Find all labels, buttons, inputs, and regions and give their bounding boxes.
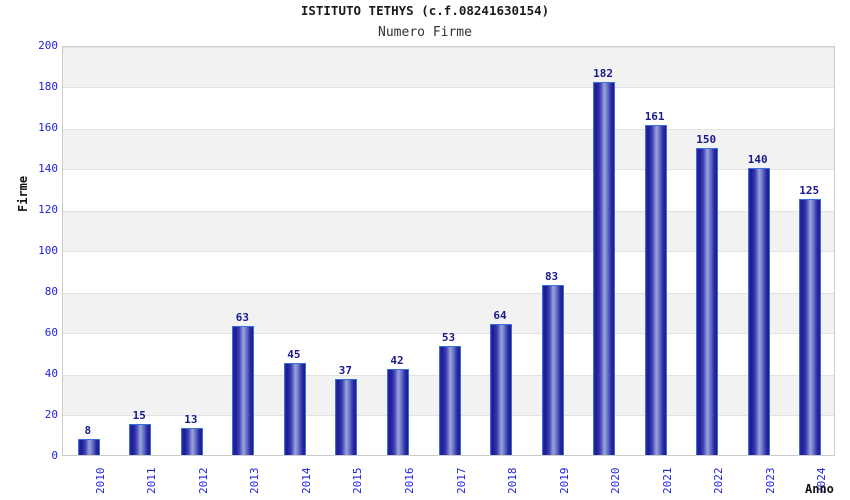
bar <box>232 325 255 455</box>
bar <box>593 81 616 455</box>
x-tick-label: 2014 <box>299 467 313 495</box>
bar-value-label: 63 <box>235 310 249 324</box>
y-tick-label: 200 <box>38 39 58 52</box>
y-tick-label: 20 <box>44 408 58 421</box>
y-tick-label: 80 <box>44 285 58 298</box>
bar <box>541 284 564 455</box>
x-tick-label: 2017 <box>454 467 468 495</box>
bar-value-label: 64 <box>493 308 507 322</box>
bar-value-label: 13 <box>184 413 198 427</box>
plot-area <box>62 46 835 456</box>
bar-value-label: 150 <box>696 132 717 146</box>
y-axis-title: Firme <box>16 175 30 212</box>
x-tick-label: 2021 <box>660 467 674 495</box>
bar <box>438 346 461 455</box>
y-tick-label: 180 <box>38 80 58 93</box>
bar-value-label: 8 <box>84 423 92 437</box>
bar-value-label: 140 <box>747 153 768 166</box>
bar-value-label: 161 <box>644 109 665 123</box>
bar <box>335 379 358 455</box>
bar <box>386 368 409 455</box>
x-tick-label: 2015 <box>351 467 365 495</box>
x-tick-label: 2016 <box>402 467 416 495</box>
bar-value-label: 182 <box>593 66 614 80</box>
bar <box>490 323 513 455</box>
bar-value-label: 37 <box>338 364 353 378</box>
x-tick-label: 2010 <box>93 467 107 495</box>
bar-value-label: 83 <box>544 269 559 283</box>
bar <box>77 438 100 455</box>
bar <box>747 168 770 455</box>
bar <box>799 198 822 455</box>
y-tick-label: 120 <box>38 203 58 216</box>
bar-value-label: 42 <box>390 353 404 367</box>
bar-value-label: 45 <box>287 347 301 361</box>
bar-value-label: 125 <box>799 183 820 197</box>
x-axis-title: Anno <box>805 482 834 496</box>
x-axis: 2010 2011 2012 2013 2014 2015 2016 2017 2018 2019… <box>62 458 835 500</box>
x-tick-label: 2019 <box>557 467 571 495</box>
bar <box>696 147 719 455</box>
x-tick-label: 2011 <box>145 467 159 495</box>
x-tick-label: 2020 <box>609 467 623 495</box>
bar-value-label: 15 <box>132 409 146 423</box>
bar <box>283 362 306 455</box>
y-tick-label: 100 <box>38 244 58 257</box>
bar <box>129 424 152 455</box>
x-tick-label: 2012 <box>196 467 210 495</box>
y-tick-label: 40 <box>44 367 58 380</box>
bar <box>644 124 667 455</box>
grid-band <box>63 47 834 88</box>
y-tick-label: 140 <box>38 162 58 175</box>
bars-layer <box>63 47 834 455</box>
x-tick-label: 2022 <box>712 467 726 495</box>
y-tick-label: 160 <box>38 121 58 134</box>
x-tick-label: 2018 <box>506 467 520 495</box>
x-tick-label: 2023 <box>763 467 777 495</box>
bar <box>180 428 203 455</box>
chart-subtitle: Numero Firme <box>378 25 472 40</box>
bar-value-label: 53 <box>441 331 456 345</box>
y-axis: 0 20 40 60 80 100 120 140 160 180 200 <box>0 39 58 462</box>
x-tick-label: 2013 <box>248 467 262 495</box>
y-tick-label: 60 <box>44 326 58 339</box>
chart-title: ISTITUTO TETHYS (c.f.08241630154) <box>300 3 550 18</box>
y-tick-label: 0 <box>51 449 58 462</box>
